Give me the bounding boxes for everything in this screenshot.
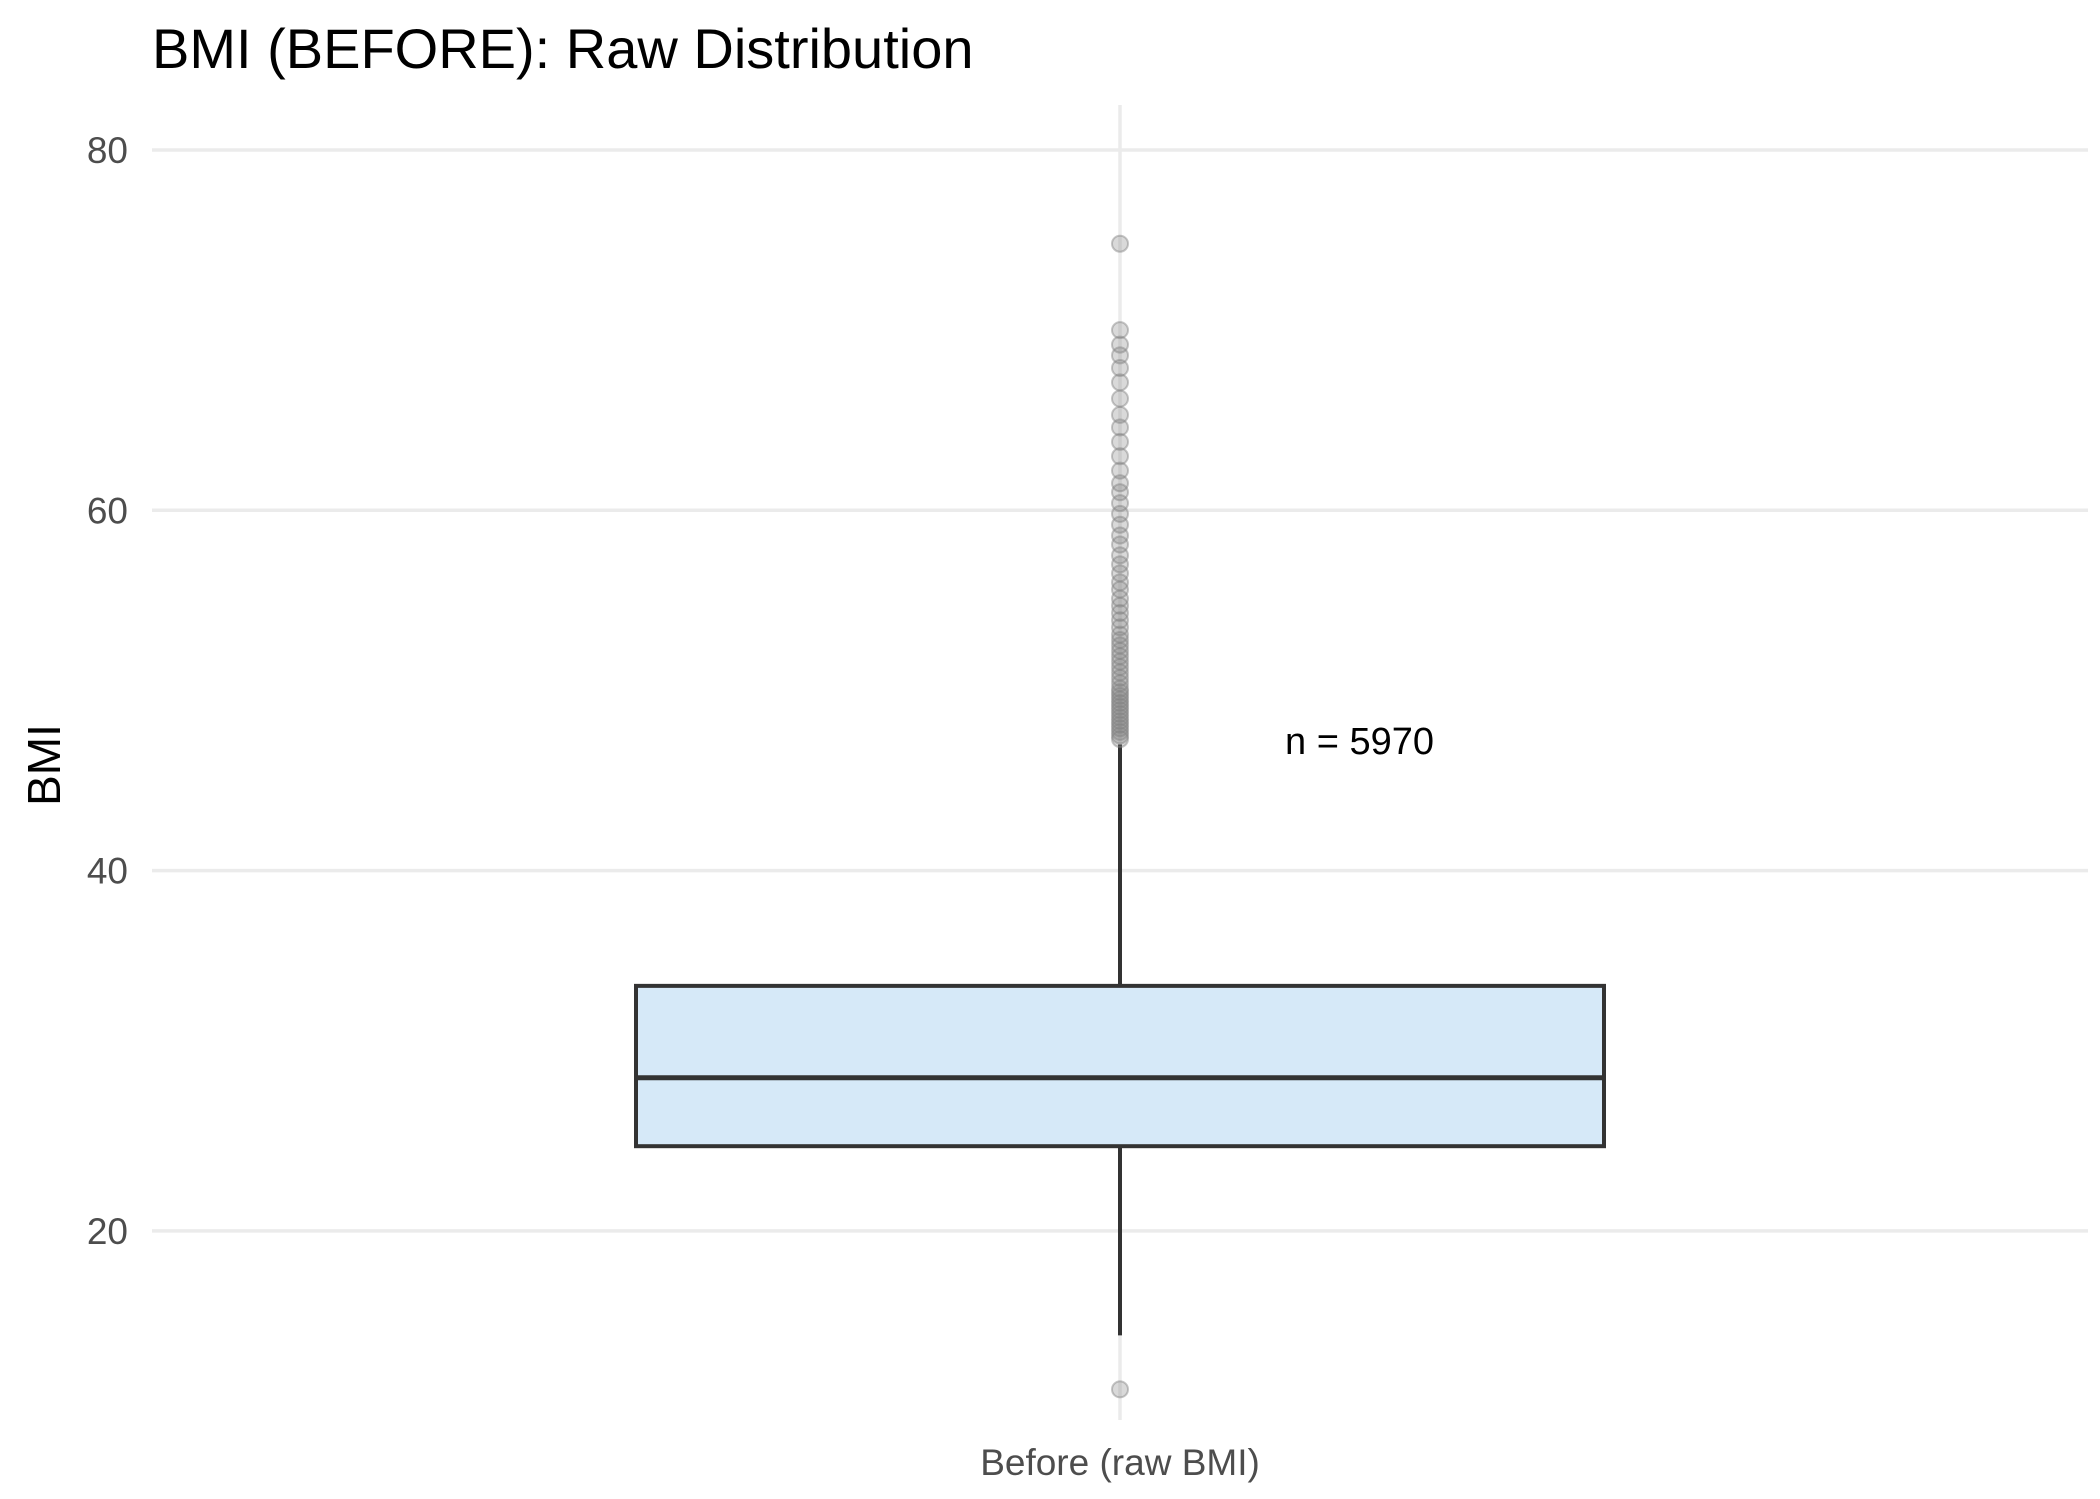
outlier-point — [1111, 652, 1129, 671]
outlier-point — [1111, 701, 1129, 720]
outlier-point — [1111, 726, 1129, 745]
outlier-point — [1111, 526, 1129, 545]
outlier-point — [1111, 596, 1129, 615]
outlier-point — [1111, 418, 1129, 437]
outlier-point — [1111, 631, 1129, 650]
outlier-point — [1111, 679, 1129, 698]
x-tick-label: Before (raw BMI) — [980, 1442, 1260, 1483]
outlier-point — [1111, 580, 1129, 599]
outlier-point — [1111, 683, 1129, 702]
outlier-point — [1111, 611, 1129, 630]
y-axis-ticks: 20 40 60 80 — [87, 130, 128, 1252]
outlier-point — [1111, 603, 1129, 622]
n-annotation: n = 5970 — [1285, 721, 1434, 763]
outlier-point — [1111, 432, 1129, 451]
outlier-point — [1111, 704, 1129, 723]
outlier-point — [1111, 618, 1129, 637]
y-tick-label: 40 — [87, 851, 128, 892]
outlier-point — [1111, 641, 1129, 660]
outlier-point — [1111, 730, 1129, 749]
outlier-points — [1111, 234, 1129, 1399]
outlier-point — [1111, 535, 1129, 554]
outlier-point — [1111, 494, 1129, 513]
outlier-point — [1111, 335, 1129, 354]
outlier-point — [1111, 625, 1129, 644]
annotations: n = 5970 — [1285, 721, 1434, 763]
outlier-point — [1111, 697, 1129, 716]
outlier-point — [1111, 663, 1129, 682]
outlier-point — [1111, 346, 1129, 365]
outlier-point — [1111, 447, 1129, 466]
y-tick-label: 20 — [87, 1211, 128, 1252]
outlier-point — [1111, 555, 1129, 574]
outlier-point — [1111, 461, 1129, 480]
outlier-point — [1111, 321, 1129, 340]
outlier-point — [1111, 405, 1129, 424]
outlier-point — [1111, 389, 1129, 408]
outlier-point — [1111, 589, 1129, 608]
outlier-point — [1111, 647, 1129, 666]
outlier-point — [1111, 474, 1129, 493]
outlier-point — [1111, 564, 1129, 583]
box-iqr — [634, 983, 1606, 1149]
outlier-point — [1111, 719, 1129, 738]
outlier-point — [1111, 373, 1129, 392]
outlier-point — [1111, 504, 1129, 523]
outlier-point — [1111, 546, 1129, 565]
outlier-point — [1111, 515, 1129, 534]
outlier-point — [1111, 636, 1129, 655]
outlier-point — [1111, 234, 1129, 253]
outlier-point — [1111, 573, 1129, 592]
outlier-point — [1111, 668, 1129, 687]
y-axis-label: BMI — [18, 724, 70, 806]
outlier-point — [1111, 359, 1129, 377]
outlier-point — [1111, 722, 1129, 741]
y-tick-label: 80 — [87, 130, 128, 171]
outlier-point — [1111, 715, 1129, 734]
y-tick-label: 60 — [87, 490, 128, 531]
outlier-point — [1111, 686, 1129, 705]
outlier-point — [1111, 658, 1129, 677]
outlier-point — [1111, 674, 1129, 693]
outlier-point — [1111, 690, 1129, 709]
x-axis-ticks: Before (raw BMI) — [980, 1442, 1260, 1483]
outlier-point — [1111, 712, 1129, 731]
outlier-point — [1111, 483, 1129, 502]
outlier-point — [1111, 1380, 1129, 1399]
boxplot — [634, 744, 1606, 1336]
outlier-point — [1111, 708, 1129, 727]
outlier-point — [1111, 694, 1129, 713]
chart-title: BMI (BEFORE): Raw Distribution — [152, 17, 974, 80]
